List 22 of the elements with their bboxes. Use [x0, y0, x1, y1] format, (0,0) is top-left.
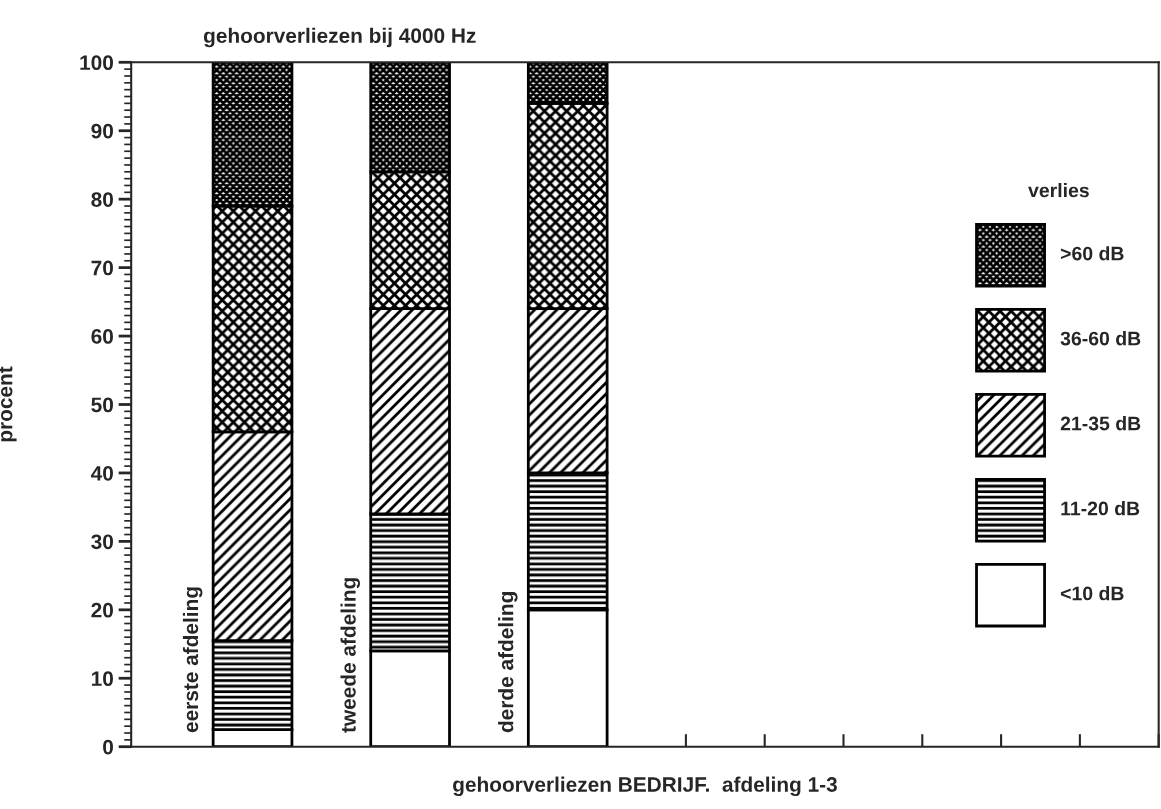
chart-title: gehoorverliezen bij 4000 Hz [203, 27, 476, 48]
text: 36-60 dB [1060, 331, 1141, 346]
y-tick-label: 60 [91, 329, 113, 344]
y-tick-label: 10 [91, 671, 113, 687]
x-tick-label: tweede afdeling [340, 578, 360, 733]
y-tick-label: 20 [91, 602, 113, 618]
y-tick-label: 90 [91, 123, 113, 139]
x-tick-label: derde afdeling [498, 592, 518, 733]
legend-title: verlies [1028, 183, 1089, 198]
y-tick-label: 70 [91, 260, 113, 276]
y-tick-label: 100 [80, 55, 113, 71]
text: 11-20 dB [1061, 501, 1140, 516]
x-axis-title: gehoorverliezen BEDRIJF. afdeling 1-3 [453, 776, 837, 797]
text: >60 dB [1060, 246, 1124, 261]
y-tick-label: 30 [91, 534, 113, 550]
y-tick-label: 80 [91, 192, 113, 207]
x-tick-label: eerste afdeling [182, 587, 203, 733]
text: <10 dB [1060, 586, 1124, 601]
y-tick-label: 0 [103, 739, 113, 755]
text: 21-35 dB [1060, 416, 1141, 431]
y-tick-label: 40 [90, 465, 113, 481]
y-tick-label: 50 [91, 397, 113, 413]
